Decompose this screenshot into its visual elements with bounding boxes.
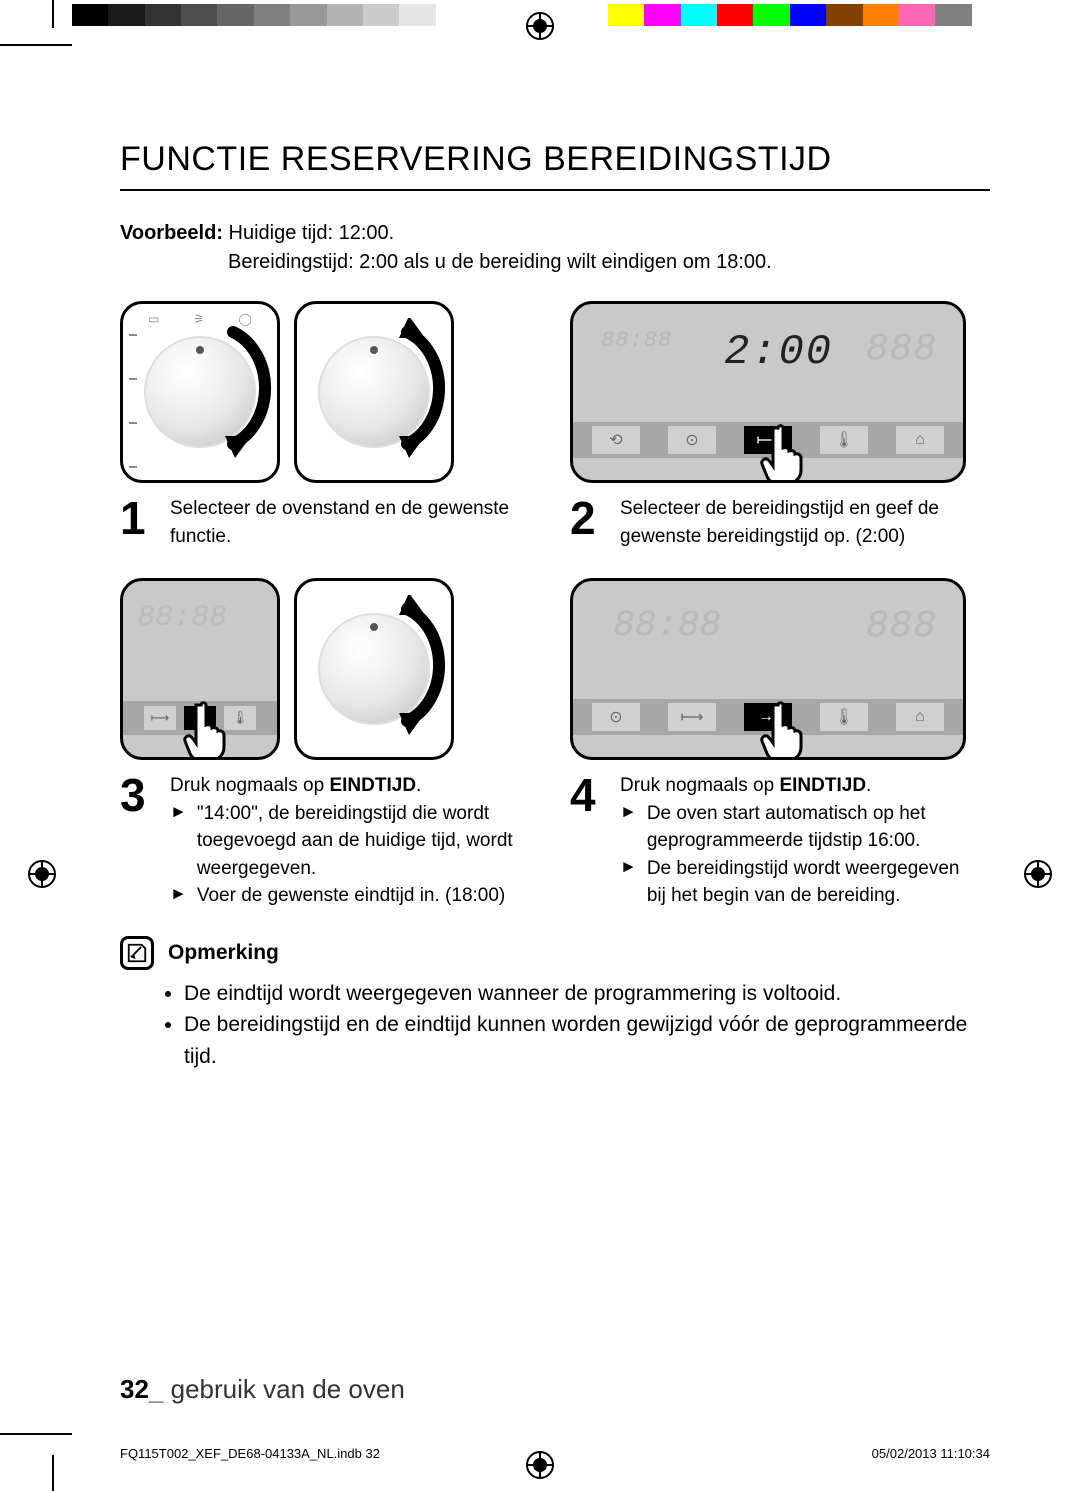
step-number: 2	[570, 495, 608, 550]
note-title: Opmerking	[168, 941, 279, 965]
panel-button: ⟲	[592, 426, 640, 454]
rotate-arrow-icon	[395, 318, 455, 458]
ghost-digits: 88:88	[601, 328, 672, 353]
note-item: De eindtijd wordt weergegeven wanneer de…	[184, 978, 990, 1010]
time-display: 2:00	[724, 328, 833, 376]
bullet-arrow-icon: ►	[620, 800, 637, 855]
crop-mark	[0, 1433, 72, 1435]
ghost-digits: 888	[866, 328, 937, 371]
finger-press-icon	[758, 699, 810, 760]
panel-button: ⌂	[896, 703, 944, 731]
panel-button: ⊙	[668, 426, 716, 454]
bullet-arrow-icon: ►	[170, 882, 187, 910]
print-colorbar	[72, 4, 472, 26]
ghost-digits: 88:88	[137, 601, 227, 635]
note-icon	[120, 936, 154, 970]
step-number: 3	[120, 772, 158, 910]
adjust-dial-figure	[294, 578, 454, 760]
section-name: gebruik van de oven	[171, 1374, 405, 1404]
panel-button: 🌡	[820, 703, 868, 731]
page-title: FUNCTIE RESERVERING BEREIDINGSTIJD	[120, 140, 990, 191]
step-2: 88:88 2:00 888 ⟲ ⊙ ⟼ 🌡 ⌂ 2	[570, 301, 980, 550]
example-line2: Bereidingstijd: 2:00 als u de bereiding …	[120, 248, 990, 277]
step-text: Selecteer de ovenstand en de gewenste fu…	[170, 495, 530, 550]
step-text: Selecteer de bereidingstijd en geef de g…	[620, 495, 980, 550]
example-label: Voorbeeld:	[120, 222, 223, 244]
print-colorbar-colors	[608, 4, 1008, 26]
step-3: 88:88 ⟼ →| 🌡	[120, 578, 530, 910]
note-item: De bereidingstijd en de eindtijd kunnen …	[184, 1009, 990, 1072]
bullet-arrow-icon: ►	[620, 855, 637, 910]
function-dial-figure	[294, 301, 454, 483]
print-file-name: FQ115T002_XEF_DE68-04133A_NL.indb 32	[120, 1446, 380, 1461]
step-4: 88:88 888 ⊙ ⟼ →| 🌡 ⌂ 4	[570, 578, 980, 910]
print-timestamp: 05/02/2013 11:10:34	[872, 1446, 990, 1461]
bullet-arrow-icon: ►	[170, 800, 187, 883]
control-panel-figure: 88:88 2:00 888 ⟲ ⊙ ⟼ 🌡 ⌂	[570, 301, 966, 483]
ghost-digits: 888	[866, 605, 937, 648]
step-1: ▭⚞◯ 1 Selecteer de ovenstand en de gewen	[120, 301, 530, 550]
crop-mark	[52, 1455, 54, 1491]
oven-mode-dial-figure: ▭⚞◯	[120, 301, 280, 483]
panel-button: 🌡	[820, 426, 868, 454]
step-number: 1	[120, 495, 158, 550]
example-block: Voorbeeld: Huidige tijd: 12:00. Bereidin…	[120, 219, 990, 277]
registration-mark-icon	[1024, 860, 1052, 888]
rotate-arrow-icon	[221, 318, 281, 458]
rotate-arrow-icon	[395, 595, 455, 735]
panel-button: ⟼	[668, 703, 716, 731]
registration-mark-icon	[526, 12, 554, 40]
panel-button: ⊙	[592, 703, 640, 731]
mini-panel-figure: 88:88 ⟼ →| 🌡	[120, 578, 280, 760]
print-job-footer: FQ115T002_XEF_DE68-04133A_NL.indb 32 05/…	[120, 1446, 990, 1461]
step-number: 4	[570, 772, 608, 910]
panel-button: ⌂	[896, 426, 944, 454]
ghost-digits: 88:88	[613, 605, 721, 646]
finger-press-icon	[758, 422, 810, 483]
step-text: Druk nogmaals op EINDTIJD. ►"14:00", de …	[170, 772, 530, 910]
example-line1: Huidige tijd: 12:00.	[229, 222, 395, 244]
registration-mark-icon	[28, 860, 56, 888]
finger-press-icon	[181, 699, 233, 760]
page-number: 32	[120, 1374, 149, 1404]
page-footer: 32_ gebruik van de oven	[120, 1374, 405, 1405]
panel-button: ⟼	[144, 706, 176, 730]
note-block: Opmerking De eindtijd wordt weergegeven …	[120, 936, 990, 1073]
crop-mark	[52, 0, 54, 28]
crop-mark	[0, 44, 72, 46]
control-panel-figure: 88:88 888 ⊙ ⟼ →| 🌡 ⌂	[570, 578, 966, 760]
step-text: Druk nogmaals op EINDTIJD. ►De oven star…	[620, 772, 980, 910]
